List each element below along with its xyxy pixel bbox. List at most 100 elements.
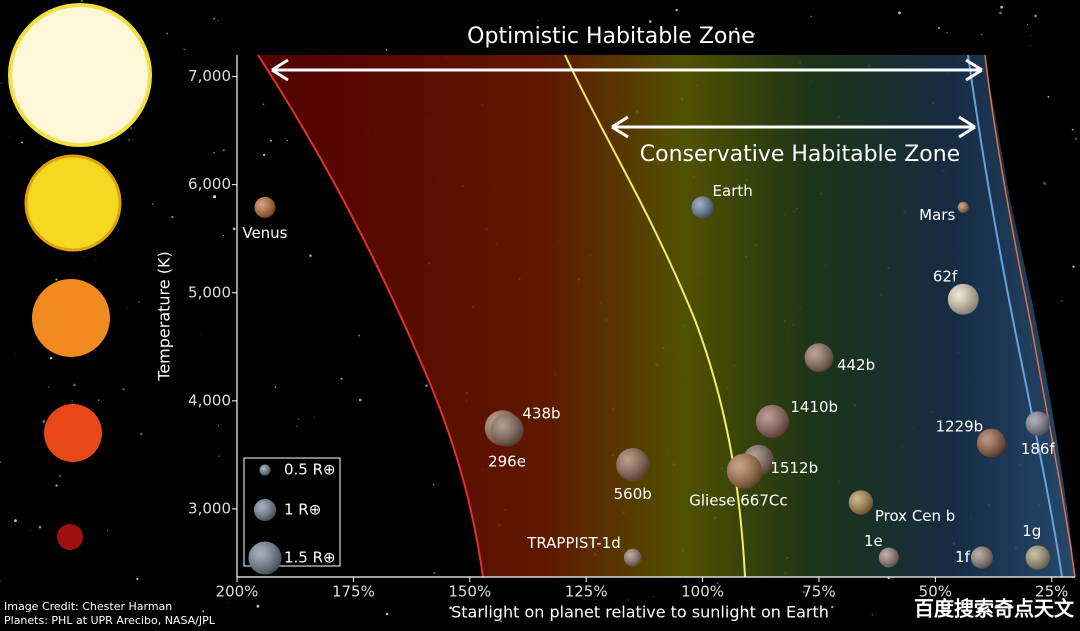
star xyxy=(898,11,901,15)
legend-label: 1 R⊕ xyxy=(284,501,321,519)
conservative-inner-edge xyxy=(564,54,746,578)
x-tick-label: 100% xyxy=(681,583,724,601)
star-icon xyxy=(44,404,102,462)
star xyxy=(1061,300,1063,302)
star xyxy=(48,386,50,388)
legend-label: 0.5 R⊕ xyxy=(284,461,336,479)
star xyxy=(1071,128,1074,131)
planet-shade xyxy=(248,541,282,575)
star xyxy=(30,530,32,531)
star xyxy=(232,227,236,231)
star xyxy=(980,33,983,36)
star xyxy=(1047,95,1050,98)
star xyxy=(183,48,185,50)
star xyxy=(735,27,738,30)
star xyxy=(313,417,315,419)
star xyxy=(1043,181,1047,185)
star xyxy=(716,582,719,585)
star xyxy=(21,141,23,144)
y-tick-label: 5,000 xyxy=(188,283,231,301)
x-axis-label: Starlight on planet relative to sunlight… xyxy=(451,603,829,622)
star xyxy=(222,149,225,152)
planet-label: 1229b xyxy=(935,417,983,435)
star xyxy=(340,377,343,380)
star xyxy=(83,256,85,258)
star xyxy=(385,49,388,51)
star xyxy=(0,580,1,582)
planet-label: 1410b xyxy=(790,398,838,416)
star xyxy=(45,145,47,147)
star xyxy=(38,525,42,529)
planet-label: Gliese 667Cc xyxy=(689,492,787,510)
y-tick-label: 6,000 xyxy=(188,175,231,193)
planet-shade xyxy=(848,490,873,515)
star xyxy=(171,215,174,219)
star xyxy=(648,20,652,23)
x-tick-label: 75% xyxy=(802,583,835,601)
star xyxy=(1029,45,1031,47)
planet-label: 1512b xyxy=(770,459,818,477)
star-icon xyxy=(32,279,110,357)
star xyxy=(358,334,361,337)
x-tick-label: 150% xyxy=(448,583,491,601)
star xyxy=(937,26,941,30)
star xyxy=(1034,14,1037,18)
star xyxy=(274,386,277,388)
star xyxy=(223,235,225,236)
star xyxy=(0,82,3,84)
star xyxy=(71,400,74,402)
star xyxy=(213,195,216,199)
planet-shade xyxy=(1025,411,1050,436)
planet-label: 438b xyxy=(522,404,560,422)
star xyxy=(832,595,834,598)
planet-shade xyxy=(490,413,524,447)
planet-shade xyxy=(947,283,979,315)
star xyxy=(298,418,300,420)
star xyxy=(152,203,154,205)
star xyxy=(256,604,260,608)
star xyxy=(309,254,312,257)
planet-shade xyxy=(878,547,899,568)
planet-label: 62f xyxy=(933,268,958,286)
zone-arrow xyxy=(271,58,983,82)
star xyxy=(217,425,219,427)
planet-shade xyxy=(1025,545,1050,570)
planet-label: 560b xyxy=(614,485,652,503)
planet-label: Venus xyxy=(242,224,287,242)
planet-shade xyxy=(976,428,1006,458)
planet-shade xyxy=(623,548,642,567)
legend-label: 1.5 R⊕ xyxy=(284,549,336,567)
y-axis-label: Temperature (K) xyxy=(155,251,174,381)
star xyxy=(425,384,428,387)
star-sizes xyxy=(8,3,152,550)
star xyxy=(537,20,539,22)
planet-shade xyxy=(691,196,714,219)
star xyxy=(9,135,11,137)
star xyxy=(449,606,452,610)
conservative-outer-edge xyxy=(967,54,1063,578)
planet-label: TRAPPIST-1d xyxy=(526,534,621,552)
credit: Planets: PHL at UPR Arecibo, NASA/JPL xyxy=(4,614,216,627)
star xyxy=(199,333,201,335)
star xyxy=(433,571,436,575)
y-tick-label: 4,000 xyxy=(188,391,231,409)
planet-label: 442b xyxy=(837,356,875,374)
planet-shade xyxy=(254,499,276,521)
star xyxy=(687,581,689,583)
star xyxy=(1074,137,1077,140)
star xyxy=(136,577,139,581)
star xyxy=(745,609,749,613)
optimistic-outer-edge xyxy=(984,54,1076,578)
star xyxy=(871,614,873,616)
planet-shade xyxy=(957,201,969,213)
star-icon xyxy=(8,3,152,147)
star xyxy=(652,596,654,598)
star xyxy=(1030,35,1032,37)
star-icon xyxy=(24,154,122,252)
planet-shade xyxy=(259,464,271,476)
star xyxy=(55,484,58,487)
star xyxy=(128,139,130,141)
star xyxy=(269,139,273,142)
star xyxy=(81,0,84,3)
